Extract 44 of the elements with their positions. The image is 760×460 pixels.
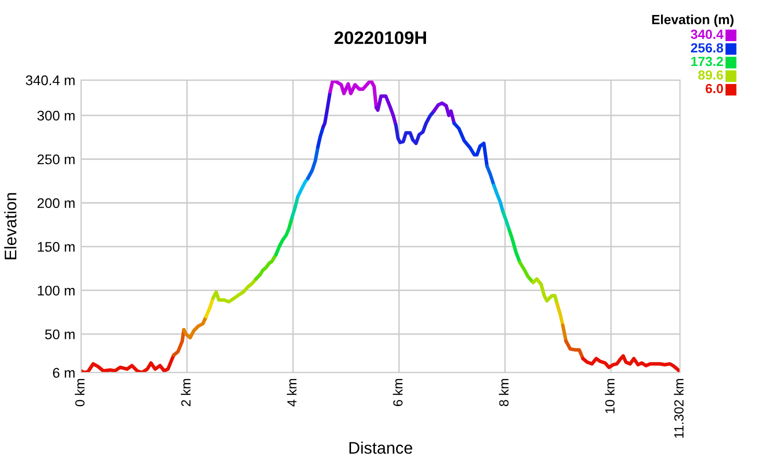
x-tick-label: 6 km [392, 379, 403, 406]
line-series [581, 354, 680, 373]
line-series [322, 90, 332, 128]
color-bar-title: Elevation (m) [652, 14, 734, 27]
color-bar-label: 173.2 [691, 56, 723, 66]
line-series [274, 216, 294, 256]
color-bar-label: 89.6 [698, 70, 724, 80]
x-tick-label: 4 km [286, 379, 296, 406]
line-series [452, 122, 489, 168]
line-series [211, 277, 258, 304]
y-axis-title: Elevation [4, 193, 16, 260]
line-series [254, 252, 278, 281]
x-tick-label: 2 km [180, 379, 190, 406]
line-series [172, 328, 186, 357]
y-tick-label: 200 m [38, 198, 75, 208]
line-series [306, 145, 320, 180]
line-series [492, 184, 505, 214]
line-series [564, 339, 585, 360]
color-bar-label: 256.8 [690, 43, 724, 53]
color-bar-label: 340.4 [690, 30, 724, 39]
x-axis-title: Distance [349, 442, 412, 454]
y-tick-label: 250 m [38, 154, 75, 164]
x-tick-label: 10 km [604, 379, 615, 414]
line-series [394, 109, 436, 146]
line-series [81, 353, 176, 373]
line-series [531, 277, 559, 306]
x-tick-label: 11.302 km [674, 379, 684, 438]
line-series [182, 314, 208, 340]
line-series [432, 101, 456, 125]
y-tick-label: 150 m [38, 242, 75, 252]
color-bar-label: 6.0 [706, 84, 723, 94]
line-series [518, 260, 535, 284]
y-tick-label: 100 m [38, 286, 75, 296]
y-tick-label: 50 m [45, 329, 75, 340]
line-series [296, 176, 310, 198]
line-series [374, 94, 398, 127]
x-tick-label: 0 km [74, 379, 85, 406]
y-tick-label: 340.4 m [26, 75, 75, 86]
line-series [328, 80, 378, 110]
y-tick-label: 300 m [37, 110, 75, 121]
line-series [508, 228, 522, 264]
y-tick-label: 6 m [53, 368, 75, 378]
x-tick-label: 8 km [498, 379, 509, 406]
chart-title: 20220109H [334, 31, 426, 44]
